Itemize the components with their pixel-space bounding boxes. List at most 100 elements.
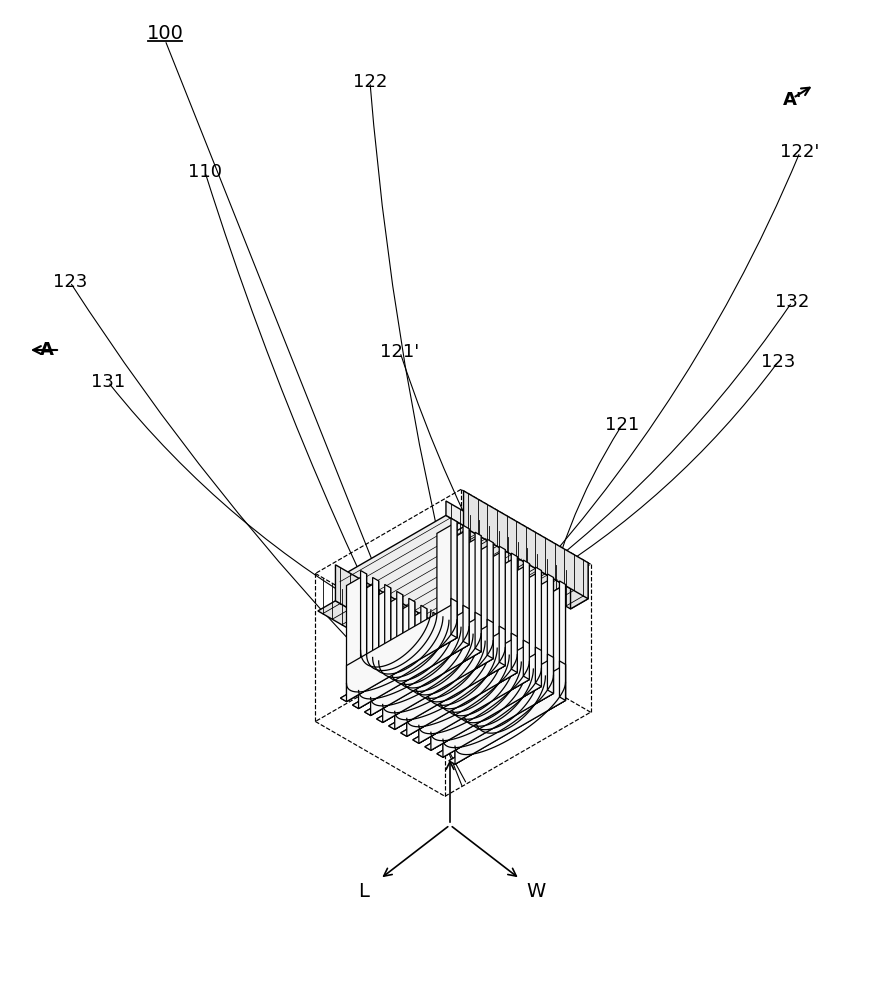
Text: A': A' (782, 91, 802, 109)
Polygon shape (418, 616, 438, 743)
Polygon shape (383, 595, 402, 722)
Polygon shape (430, 634, 457, 649)
Polygon shape (475, 532, 481, 652)
Polygon shape (360, 570, 367, 690)
Text: W: W (526, 882, 545, 902)
Polygon shape (547, 574, 552, 693)
Polygon shape (407, 609, 426, 736)
Polygon shape (520, 570, 541, 698)
Polygon shape (449, 529, 468, 656)
Polygon shape (460, 536, 481, 663)
Polygon shape (485, 550, 505, 677)
Polygon shape (383, 623, 493, 722)
Polygon shape (454, 648, 481, 663)
Polygon shape (388, 714, 414, 729)
Polygon shape (499, 626, 505, 666)
Polygon shape (340, 686, 367, 702)
Polygon shape (443, 657, 552, 757)
Polygon shape (346, 602, 457, 702)
Polygon shape (449, 697, 565, 764)
Polygon shape (535, 567, 541, 686)
Text: 123: 123 (760, 353, 794, 371)
Polygon shape (510, 553, 517, 673)
Polygon shape (462, 605, 468, 645)
Text: 132: 132 (774, 293, 808, 311)
Text: 122': 122' (780, 143, 819, 161)
Polygon shape (486, 619, 493, 659)
Polygon shape (420, 605, 426, 725)
Polygon shape (425, 735, 451, 750)
Polygon shape (340, 634, 457, 702)
Polygon shape (462, 525, 468, 645)
Polygon shape (502, 676, 528, 691)
Polygon shape (436, 522, 457, 649)
Polygon shape (433, 612, 438, 732)
Polygon shape (358, 581, 378, 709)
Polygon shape (523, 560, 528, 680)
Polygon shape (486, 539, 493, 659)
Polygon shape (559, 661, 565, 700)
Polygon shape (491, 669, 517, 684)
Text: 122: 122 (352, 73, 387, 91)
Polygon shape (535, 647, 541, 686)
Polygon shape (335, 515, 569, 651)
Polygon shape (401, 721, 426, 736)
Polygon shape (451, 518, 457, 638)
Polygon shape (436, 742, 462, 757)
Polygon shape (443, 630, 462, 757)
Polygon shape (454, 637, 475, 764)
Polygon shape (430, 623, 451, 750)
Polygon shape (425, 683, 541, 750)
Text: 121': 121' (380, 343, 419, 361)
Polygon shape (510, 633, 517, 673)
Polygon shape (394, 630, 505, 729)
Polygon shape (454, 664, 565, 764)
Polygon shape (473, 543, 493, 670)
Polygon shape (533, 577, 552, 705)
Polygon shape (539, 697, 565, 712)
Text: 131: 131 (91, 373, 125, 391)
Polygon shape (396, 591, 402, 711)
Polygon shape (569, 563, 587, 609)
Polygon shape (478, 662, 505, 677)
Polygon shape (509, 564, 528, 691)
Text: 123: 123 (53, 273, 87, 291)
Polygon shape (544, 584, 565, 712)
Polygon shape (364, 700, 391, 715)
Polygon shape (409, 598, 414, 718)
Polygon shape (364, 648, 481, 715)
Polygon shape (443, 641, 468, 656)
Text: L: L (358, 882, 369, 902)
Polygon shape (358, 609, 468, 709)
Text: 100: 100 (147, 24, 183, 43)
Polygon shape (412, 728, 438, 743)
Polygon shape (418, 644, 528, 743)
Polygon shape (449, 749, 475, 764)
Polygon shape (372, 577, 378, 697)
Polygon shape (463, 491, 587, 599)
Polygon shape (468, 633, 475, 753)
Text: 121: 121 (604, 416, 638, 434)
Text: T: T (443, 731, 455, 750)
Polygon shape (451, 598, 457, 638)
Polygon shape (407, 637, 517, 736)
Polygon shape (457, 626, 462, 746)
Polygon shape (317, 601, 460, 683)
Polygon shape (352, 693, 378, 709)
Polygon shape (499, 546, 505, 666)
Polygon shape (523, 640, 528, 680)
Polygon shape (376, 655, 493, 722)
Polygon shape (527, 690, 552, 705)
Polygon shape (436, 690, 552, 757)
Polygon shape (388, 662, 505, 729)
Polygon shape (370, 588, 391, 715)
Polygon shape (445, 501, 569, 587)
Polygon shape (445, 527, 587, 609)
Polygon shape (430, 650, 541, 750)
Text: 110: 110 (188, 163, 222, 181)
Polygon shape (335, 565, 460, 673)
Polygon shape (370, 616, 481, 715)
Polygon shape (475, 612, 481, 652)
Polygon shape (384, 584, 391, 704)
Polygon shape (352, 641, 468, 709)
